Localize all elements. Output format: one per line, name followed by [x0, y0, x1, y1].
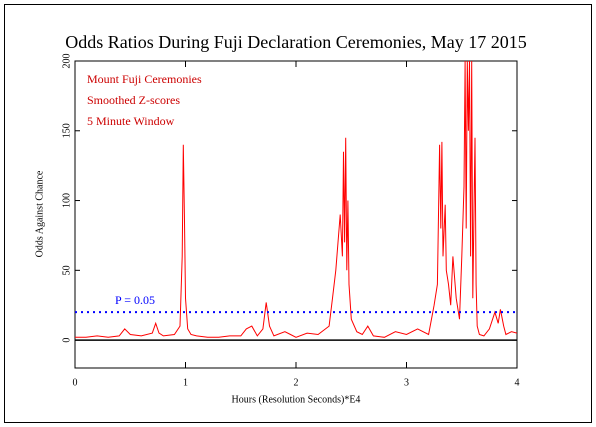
y-tick-label: 150: [61, 123, 72, 138]
x-tick-label: 0: [73, 377, 78, 388]
annotation: Smoothed Z-scores: [87, 93, 180, 107]
x-tick-label: 2: [294, 377, 299, 388]
data-line: [75, 61, 517, 338]
chart-title: Odds Ratios During Fuji Declaration Cere…: [65, 32, 526, 52]
frame: [4, 4, 592, 423]
reference-label: P = 0.05: [115, 293, 155, 307]
y-tick-label: 100: [61, 193, 72, 208]
x-axis-label: Hours (Resolution Seconds)*E4: [232, 394, 361, 405]
plot-area: [74, 60, 518, 369]
y-tick-label: 50: [61, 265, 72, 275]
x-tick-label: 4: [515, 377, 520, 388]
x-tick-label: 3: [404, 377, 409, 388]
annotation: Mount Fuji Ceremonies: [87, 72, 202, 86]
y-tick-label: 200: [61, 54, 72, 69]
y-axis-label: Odds Against Chance: [34, 170, 45, 257]
annotation: 5 Minute Window: [87, 114, 175, 128]
y-tick-label: 0: [61, 338, 72, 343]
x-tick-label: 1: [183, 377, 188, 388]
